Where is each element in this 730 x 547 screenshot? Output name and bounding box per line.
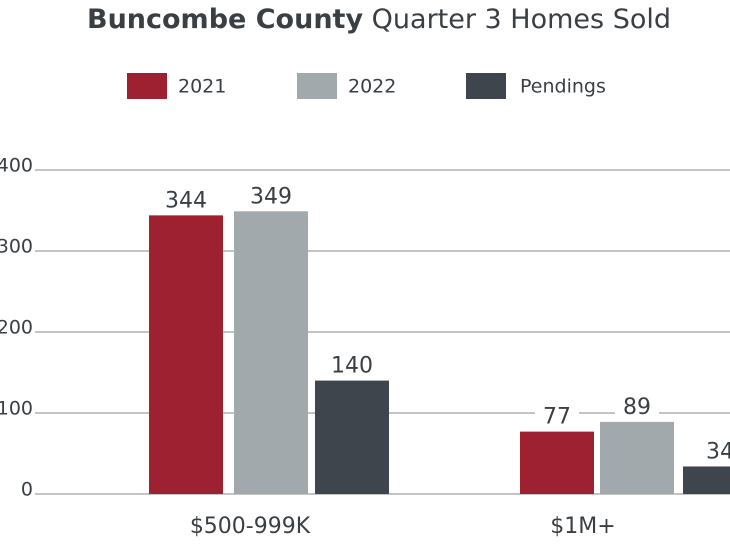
label-bg (535, 404, 579, 431)
bar (149, 215, 223, 495)
legend-label: 2021 (178, 76, 226, 98)
label-bg (330, 353, 374, 380)
x-tick-label: $1M+ (550, 514, 615, 539)
bar (234, 211, 308, 494)
label-bg (698, 439, 730, 466)
bar (683, 466, 730, 494)
legend-swatch (466, 73, 506, 99)
legend-label: Pendings (520, 76, 606, 98)
y-tick-label: 400 (0, 155, 33, 177)
y-tick-label: 0 (21, 479, 33, 501)
x-tick-label: $500-999K (190, 514, 311, 539)
value-label: 349 (250, 184, 292, 209)
y-tick-label: 100 (0, 398, 33, 420)
bar (520, 431, 594, 494)
y-tick-label: 200 (0, 317, 33, 339)
value-label: 34 (706, 439, 730, 464)
value-label: 77 (543, 405, 571, 430)
value-label: 140 (331, 354, 373, 379)
title-bold: Buncombe County (87, 4, 363, 35)
title-rest: Quarter 3 Homes Sold (372, 4, 671, 35)
chart-title: Buncombe County Quarter 3 Homes Sold (87, 4, 671, 35)
label-bg (249, 184, 293, 211)
bar (315, 380, 389, 494)
y-tick-label: 300 (0, 236, 33, 258)
label-bg (164, 188, 208, 215)
label-bg (615, 394, 659, 421)
legend-swatch (297, 73, 337, 99)
legend-label: 2022 (348, 76, 396, 98)
bar (600, 421, 674, 494)
legend: 2021 2022 Pendings (127, 73, 606, 99)
value-label: 344 (165, 188, 207, 213)
legend-swatch (127, 73, 167, 99)
value-label: 89 (623, 395, 651, 420)
